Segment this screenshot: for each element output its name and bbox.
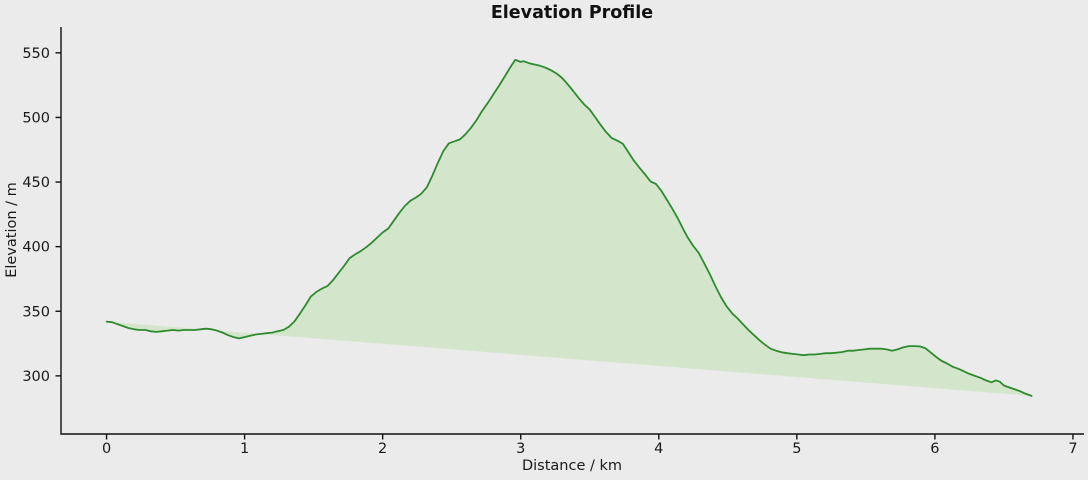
x-tick-label: 4 <box>654 441 663 457</box>
elevation-area <box>106 59 1032 396</box>
y-tick-label: 350 <box>22 304 50 320</box>
x-tick-label: 1 <box>240 441 249 457</box>
x-tick-label: 0 <box>102 441 111 457</box>
y-tick-label: 300 <box>22 369 50 385</box>
x-tick-label: 5 <box>792 441 801 457</box>
y-tick-label: 450 <box>22 175 50 191</box>
y-tick-label: 550 <box>22 46 50 62</box>
chart-title: Elevation Profile <box>490 3 654 23</box>
axis-spines <box>60 27 1084 435</box>
y-tick-label: 400 <box>22 240 50 256</box>
x-axis-label: Distance / km <box>521 458 623 474</box>
x-tick-label: 7 <box>1068 441 1077 457</box>
y-tick-label: 500 <box>22 110 50 126</box>
x-tick-label: 2 <box>378 441 387 457</box>
elevation-line <box>105 59 1033 397</box>
x-tick-label: 3 <box>516 441 525 457</box>
x-tick-label: 6 <box>930 441 939 457</box>
